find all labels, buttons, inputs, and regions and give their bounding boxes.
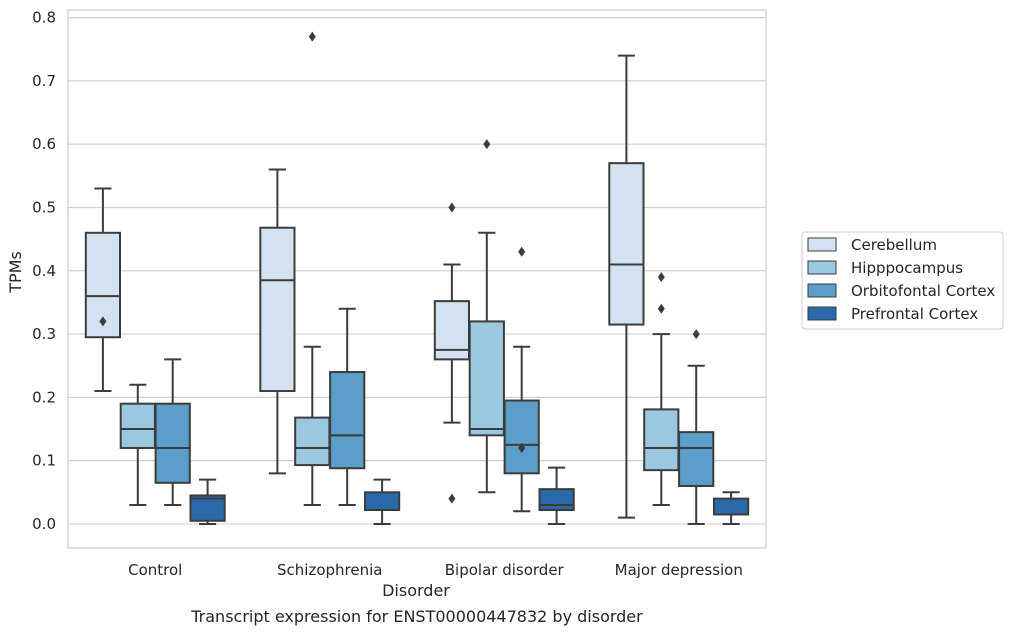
y-axis-label: TPMs [6,251,25,294]
box-iqr [329,371,366,470]
x-tick-label: Major depression [615,561,743,579]
box-iqr [259,226,296,393]
boxes [84,31,750,525]
box-iqr [294,416,331,467]
y-tick-label: 0.0 [32,515,56,533]
box-group [468,139,505,494]
box-group [608,54,645,519]
box-group [259,168,296,475]
plot-area-frame [67,9,767,549]
box-iqr [538,488,575,512]
box-group [294,31,331,506]
box-group [643,272,680,506]
box-group [84,187,122,393]
box-group [678,329,715,525]
box-group [329,307,366,506]
legend-frame [801,231,1004,330]
legend-label: Prefrontal Cortex [851,305,978,323]
outlier-point [99,316,107,327]
box-iqr [468,320,505,437]
y-tick-label: 0.3 [32,325,56,343]
outlier-point [518,246,526,257]
outlier-point [308,31,316,42]
legend: Cerebellum Hipppocampus Orbitofontal Corte… [801,231,1004,330]
box-group [189,478,226,525]
x-axis-label: Disorder [382,581,450,600]
box-iqr [363,491,401,512]
y-tick-label: 0.2 [32,388,56,406]
figure-caption: Transcript expression for ENST0000044783… [190,607,643,626]
box-iqr [608,162,645,326]
legend-label: Hipppocampus [851,259,963,277]
outlier-point [692,329,700,340]
legend-swatch [807,306,837,321]
legend-swatch [807,260,837,275]
box-group [538,466,575,525]
legend-label: Cerebellum [851,236,937,254]
outlier-point [518,442,526,453]
box-iqr [189,494,226,522]
y-tick-label: 0.7 [32,72,56,90]
outlier-point [448,202,456,213]
y-axis-ticks: 0.0 0.1 0.2 0.3 0.4 0.5 0.6 0.7 0.8 [32,9,56,533]
box-iqr [119,402,156,449]
outlier-point [657,272,665,283]
y-tick-label: 0.4 [32,262,56,280]
y-tick-label: 0.6 [32,135,56,153]
x-tick-label: Schizophrenia [277,561,382,579]
legend-label: Orbitofontal Cortex [851,282,995,300]
x-tick-label: Bipolar disorder [445,561,565,579]
box-group [154,358,191,506]
outlier-point [448,493,456,504]
x-axis-ticks: Control Schizophrenia Bipolar disorder Majo… [128,561,743,579]
box-group [503,246,540,513]
box-iqr [643,408,680,472]
box-iqr [154,402,191,484]
y-tick-label: 0.1 [32,452,56,470]
box-group [433,202,471,504]
box-iqr [712,497,750,516]
y-tick-label: 0.5 [32,198,56,216]
outlier-point [483,139,491,150]
x-tick-label: Control [128,561,182,579]
box-group [712,491,750,525]
box-iqr [678,431,715,487]
box-iqr [503,399,540,475]
box-group [119,383,156,506]
legend-swatch [807,237,837,252]
box-group [363,478,401,525]
outlier-point [657,303,665,314]
y-tick-label: 0.8 [32,9,56,27]
legend-swatch [807,283,837,298]
